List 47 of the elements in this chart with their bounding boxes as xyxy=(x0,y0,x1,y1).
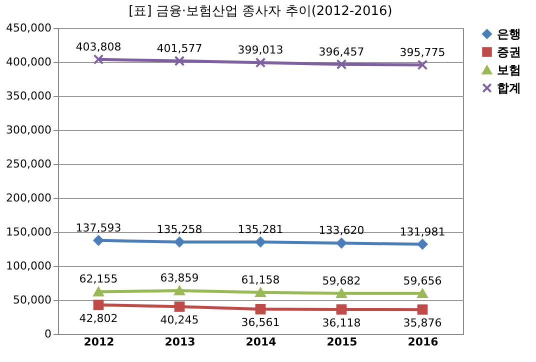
point xyxy=(255,57,266,68)
data-label: 62,155 xyxy=(79,272,118,286)
data-label: 137,593 xyxy=(76,221,122,234)
y-tick-label: 50,000 xyxy=(13,294,52,306)
chart-title: [표] 금융·보험산업 종사자 추이(2012-2016) xyxy=(128,4,392,19)
data-label: 135,281 xyxy=(238,223,284,236)
y-tick-label: 100,000 xyxy=(6,260,52,272)
data-label: 36,561 xyxy=(241,316,280,330)
x-tick-label: 2013 xyxy=(164,336,196,348)
data-label: 131,981 xyxy=(400,225,446,238)
data-label: 40,245 xyxy=(160,314,199,327)
y-tick-label: 150,000 xyxy=(6,226,52,238)
data-label: 59,682 xyxy=(322,274,361,288)
data-label: 395,775 xyxy=(400,46,446,59)
y-tick-label: 250,000 xyxy=(6,158,52,170)
data-label: 396,457 xyxy=(318,45,364,58)
point xyxy=(174,56,185,66)
point xyxy=(417,288,428,298)
x-tick-label: 2014 xyxy=(246,336,277,348)
data-label: 35,876 xyxy=(403,316,442,330)
x-tick-label: 2012 xyxy=(84,336,114,348)
data-label: 59,656 xyxy=(403,274,442,288)
data-label: 133,620 xyxy=(318,224,364,238)
data-label: 403,808 xyxy=(76,40,122,54)
y-tick-label: 0 xyxy=(44,328,52,340)
point xyxy=(417,60,428,70)
data-label: 63,859 xyxy=(160,272,199,285)
y-tick-label: 200,000 xyxy=(6,192,52,204)
x-tick-label: 2015 xyxy=(326,336,358,348)
y-tick-label: 450,000 xyxy=(6,22,52,34)
data-label: 42,802 xyxy=(79,312,118,325)
x-tick-label: 2016 xyxy=(408,336,439,348)
point xyxy=(93,287,104,296)
legend-label: 합계 xyxy=(497,81,521,95)
data-label: 61,158 xyxy=(241,273,280,286)
y-tick-label: 400,000 xyxy=(6,56,52,68)
data-label: 135,258 xyxy=(156,223,202,236)
point xyxy=(93,54,104,65)
legend-label: 은행 xyxy=(497,27,521,41)
y-tick-label: 350,000 xyxy=(6,90,52,102)
data-label: 401,577 xyxy=(156,42,202,55)
point xyxy=(336,59,347,70)
legend-label: 보험 xyxy=(497,63,521,77)
legend-label: 증권 xyxy=(497,45,521,59)
y-tick-label: 300,000 xyxy=(6,124,52,136)
data-label: 399,013 xyxy=(238,44,284,57)
data-label: 36,118 xyxy=(322,316,361,330)
